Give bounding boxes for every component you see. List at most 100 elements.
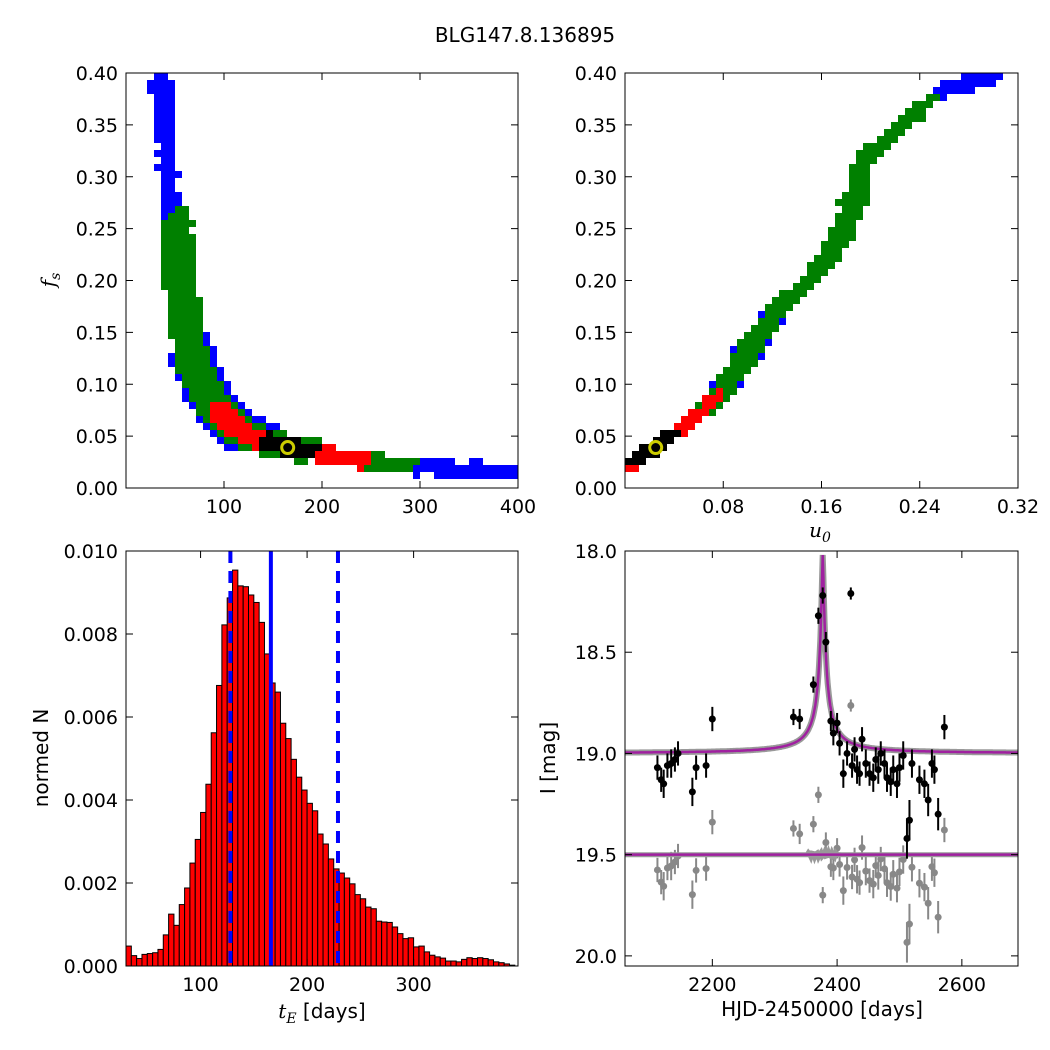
fs-tE-posterior-cell	[161, 192, 168, 199]
fs-u0-posterior-cell	[919, 115, 926, 122]
fs-u0-posterior-cell	[793, 283, 800, 290]
fs-tE-posterior-cell	[168, 248, 175, 255]
fs-tE-ytick-label: 0.00	[76, 478, 118, 500]
fs-tE-posterior-cell	[182, 290, 189, 297]
fs-tE-posterior-cell	[189, 269, 196, 276]
fs-tE-posterior-cell	[168, 101, 175, 108]
tE-histogram-bar	[402, 938, 409, 967]
fs-tE-posterior-cell	[161, 129, 168, 136]
data-point	[899, 751, 907, 759]
fs-tE-posterior-cell	[189, 255, 196, 262]
fs-tE-posterior-cell	[196, 318, 203, 325]
tE-hist-xtick-label: 300	[395, 974, 431, 996]
fs-u0-posterior-cell	[751, 346, 758, 353]
fs-tE-posterior-cell	[161, 101, 168, 108]
fs-tE-posterior-cell	[189, 304, 196, 311]
fs-tE-posterior-cell	[224, 437, 231, 444]
fs-tE-posterior-cell	[210, 395, 217, 402]
fs-u0-posterior-cell	[786, 304, 793, 311]
fs-u0-posterior-cell	[702, 409, 709, 416]
fs-u0-posterior-cell	[856, 199, 863, 206]
fs-u0-posterior-cell	[695, 416, 702, 423]
fs-tE-posterior-cell	[175, 248, 182, 255]
tE-histogram-bar	[322, 843, 329, 967]
fs-u0-posterior-cell	[849, 199, 856, 206]
fs-tE-posterior-cell	[189, 241, 196, 248]
fs-tE-posterior-cell	[210, 381, 217, 388]
fs-tE-posterior-cell	[448, 458, 455, 465]
fs-tE-posterior-cell	[448, 472, 455, 479]
fs-u0-posterior-cell	[821, 255, 828, 262]
fs-u0-posterior-cell	[835, 248, 842, 255]
tE-histogram-bar	[274, 691, 281, 967]
fs-u0-posterior-cell	[863, 143, 870, 150]
fs-tE-posterior-cell	[343, 458, 350, 465]
lightcurve-ytick-label: 19.5	[575, 845, 617, 867]
fs-tE-posterior-cell	[189, 220, 196, 227]
fs-tE-posterior-cell	[168, 171, 175, 178]
residual-point	[874, 871, 882, 879]
fs-u0-posterior-cell	[982, 73, 989, 80]
data-point	[851, 745, 859, 753]
fs-tE-posterior-cell	[168, 297, 175, 304]
fs-u0-ytick-label: 0.40	[575, 63, 617, 85]
fs-tE-posterior-cell	[154, 164, 161, 171]
fs-u0-posterior-cell	[856, 164, 863, 171]
fs-u0-posterior-cell	[989, 80, 996, 87]
fs-tE-posterior-cell	[182, 339, 189, 346]
tE-histogram-bar	[359, 898, 367, 967]
fs-tE-posterior-cell	[196, 353, 203, 360]
fs-tE-posterior-cell	[511, 472, 518, 479]
data-point	[833, 719, 841, 727]
fs-tE-posterior-cell	[497, 472, 504, 479]
model-curve	[625, 554, 1018, 754]
fs-tE-posterior-cell	[168, 262, 175, 269]
fs-u0-posterior-cell	[807, 283, 814, 290]
fs-tE-posterior-cell	[203, 416, 210, 423]
fs-u0-ytick-label: 0.35	[575, 115, 617, 137]
tE-histogram-bar	[157, 948, 164, 967]
fs-u0-posterior-cell	[660, 444, 667, 451]
fs-u0-posterior-cell	[842, 220, 849, 227]
data-point	[893, 780, 901, 788]
fs-tE-posterior-cell	[210, 388, 217, 395]
fs-u0-posterior-cell	[856, 157, 863, 164]
fs-u0-posterior-cell	[765, 332, 772, 339]
fs-tE-posterior-cell	[231, 430, 238, 437]
fs-u0-posterior-cell	[940, 94, 947, 101]
tE-histogram-bar	[136, 958, 143, 967]
fs-u0-posterior-cell	[835, 220, 842, 227]
fs-tE-posterior-cell	[203, 395, 210, 402]
fs-tE-posterior-cell	[427, 465, 434, 472]
tE-histogram-bar	[200, 811, 207, 967]
fs-u0-ytick-label: 0.20	[575, 271, 617, 293]
tE-axis-label: tE [days]	[278, 999, 365, 1027]
fs-u0-posterior-cell	[996, 73, 1003, 80]
fs-u0-posterior-cell	[828, 248, 835, 255]
data-point	[915, 776, 923, 784]
data-point	[874, 766, 882, 774]
tE-histogram-bar	[381, 921, 388, 967]
fs-tE-posterior-cell	[336, 451, 343, 458]
fs-tE-posterior-cell	[469, 458, 476, 465]
fs-u0-posterior-cell	[751, 339, 758, 346]
fs-tE-posterior-cell	[308, 437, 315, 444]
fs-tE-posterior-cell	[154, 101, 161, 108]
fs-u0-posterior-cell	[905, 122, 912, 129]
fs-tE-posterior-cell	[168, 150, 175, 157]
fs-tE-posterior-cell	[182, 248, 189, 255]
tE-histogram-bar	[365, 906, 372, 967]
residual-point	[809, 820, 817, 828]
fs-u0-posterior-cell	[772, 325, 779, 332]
fs-vs-tE-panel: 100 200 300 400 0.00 0.05 0.10 0.15 0.20 0.25 0.30…	[76, 63, 536, 518]
fs-tE-posterior-cell	[182, 311, 189, 318]
fs-tE-posterior-cell	[161, 269, 168, 276]
fs-u0-posterior-cell	[793, 290, 800, 297]
fs-tE-posterior-cell	[182, 297, 189, 304]
fs-tE-posterior-cell	[161, 94, 168, 101]
fs-u0-posterior-cell	[800, 283, 807, 290]
tE-histogram-bar	[258, 621, 265, 967]
fs-u0-posterior-cell	[842, 234, 849, 241]
fs-tE-posterior-cell	[392, 458, 399, 465]
residual-point	[814, 791, 822, 799]
